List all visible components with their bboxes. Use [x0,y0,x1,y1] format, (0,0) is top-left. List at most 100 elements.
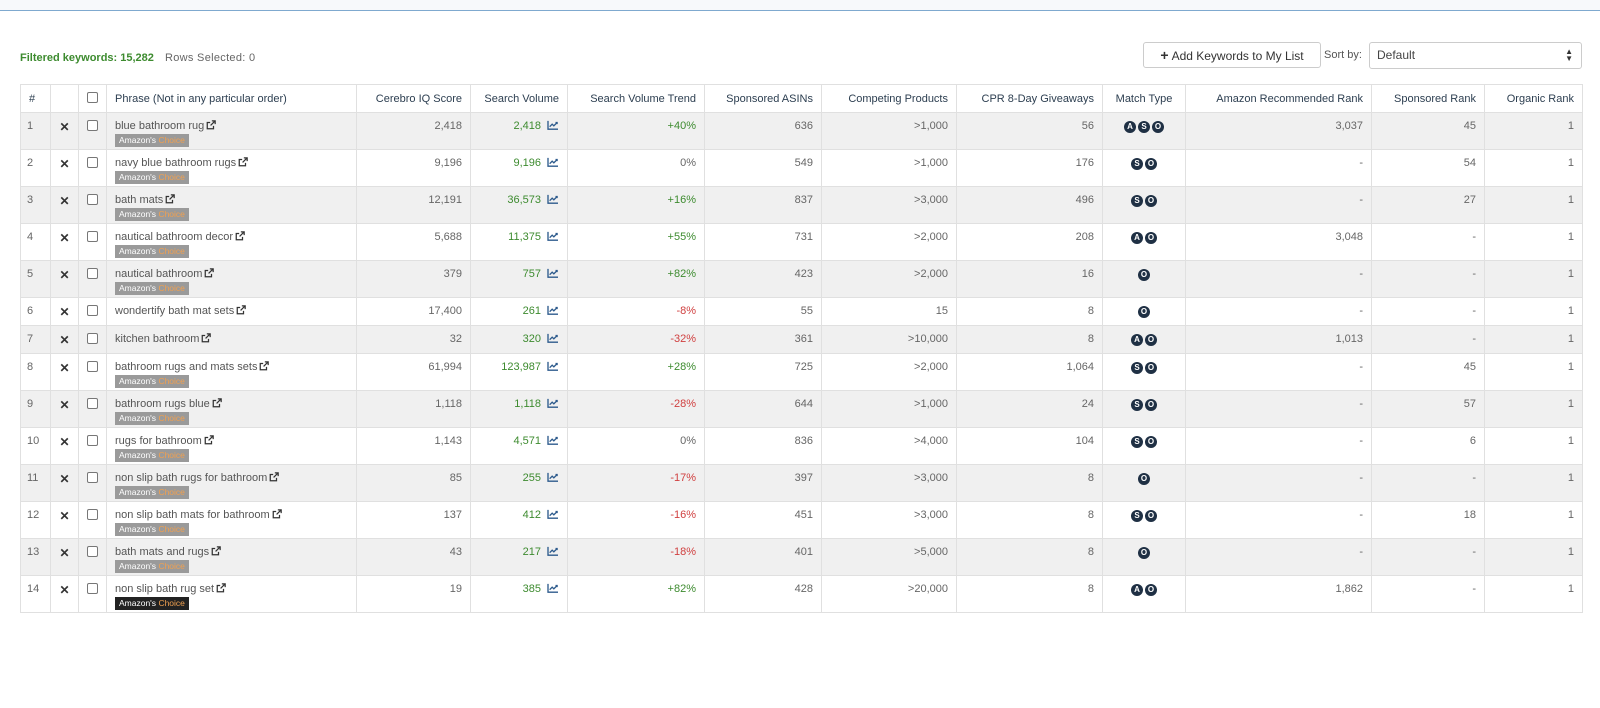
phrase-text[interactable]: bathroom rugs and mats sets [115,361,258,373]
column-header-organic-rank[interactable]: Organic Rank [1484,84,1583,113]
organic-rank: 1 [1484,353,1583,391]
external-link-icon[interactable] [165,194,176,204]
external-link-icon[interactable] [259,361,270,371]
remove-row-icon[interactable]: ✕ [50,427,79,465]
search-volume-value: 4,571 [513,435,541,447]
row-checkbox[interactable] [87,268,98,279]
external-link-icon[interactable] [238,157,248,167]
trend-chart-icon[interactable] [547,231,559,241]
trend-chart-icon[interactable] [547,361,559,371]
remove-row-icon[interactable]: ✕ [50,501,79,539]
row-checkbox[interactable] [87,120,98,131]
row-checkbox[interactable] [87,305,98,316]
trend-chart-icon[interactable] [547,333,559,343]
column-header-select-all[interactable] [78,84,107,113]
table-row: 6 ✕ wondertify bath mat sets 17,400 261 -8% 55… [20,297,1583,326]
external-link-icon[interactable] [269,472,280,482]
remove-row-icon[interactable]: ✕ [50,353,79,391]
row-checkbox[interactable] [87,435,98,446]
row-checkbox[interactable] [87,194,98,205]
keywords-table: # Phrase (Not in any particular order) C… [20,84,1583,613]
row-checkbox[interactable] [87,398,98,409]
remove-row-icon[interactable]: ✕ [50,149,79,187]
row-checkbox[interactable] [87,231,98,242]
organic-rank: 1 [1484,390,1583,428]
remove-row-icon[interactable]: ✕ [50,223,79,261]
row-checkbox[interactable] [87,157,98,168]
phrase-text[interactable]: navy blue bathroom rugs [115,157,237,169]
column-header-sponsored-rank[interactable]: Sponsored Rank [1371,84,1485,113]
external-link-icon[interactable] [216,583,226,593]
remove-row-icon[interactable]: ✕ [50,260,79,298]
external-link-icon[interactable] [206,120,217,130]
row-checkbox[interactable] [87,361,98,372]
phrase-text[interactable]: non slip bath mats for bathroom [115,509,270,521]
column-header-cpr-giveaways[interactable]: CPR 8-Day Giveaways [956,84,1103,113]
remove-row-icon[interactable]: ✕ [50,464,79,502]
phrase-text[interactable]: bath mats [115,194,164,206]
amazon-recommended-rank: 3,037 [1185,112,1372,150]
trend-chart-icon[interactable] [547,435,559,445]
phrase-text[interactable]: non slip bath rug set [115,583,215,595]
column-header-match-type[interactable]: Match Type [1102,84,1186,113]
select-all-checkbox[interactable] [87,91,98,103]
remove-row-icon[interactable]: ✕ [50,390,79,428]
row-checkbox[interactable] [87,583,98,594]
remove-row-icon[interactable]: ✕ [50,297,79,326]
remove-row-icon[interactable]: ✕ [50,186,79,224]
trend-chart-icon[interactable] [547,305,559,315]
badge-prefix: Amazon's [119,135,157,145]
add-keywords-button[interactable]: + Add Keywords to My List [1143,42,1321,68]
phrase-text[interactable]: kitchen bathroom [115,333,200,345]
trend-chart-icon[interactable] [547,472,559,482]
trend-chart-icon[interactable] [547,157,559,167]
trend-chart-icon[interactable] [547,583,559,593]
remove-row-icon[interactable]: ✕ [50,325,79,354]
search-volume-trend: -18% [567,538,705,576]
trend-chart-icon[interactable] [547,509,559,519]
remove-row-icon[interactable]: ✕ [50,538,79,576]
match-type-o-icon: O [1145,334,1157,346]
column-header-competing-products[interactable]: Competing Products [821,84,957,113]
row-checkbox[interactable] [87,333,98,344]
amazon-recommended-rank: - [1185,186,1372,224]
row-checkbox[interactable] [87,472,98,483]
external-link-icon[interactable] [201,333,212,343]
phrase-text[interactable]: nautical bathroom decor [115,231,234,243]
column-header-search-volume-trend[interactable]: Search Volume Trend [567,84,705,113]
sort-by-select[interactable]: Default ▲ ▼ [1369,42,1582,69]
remove-row-icon[interactable]: ✕ [50,112,79,150]
trend-chart-icon[interactable] [547,398,559,408]
row-checkbox[interactable] [87,546,98,557]
phrase-text[interactable]: nautical bathroom [115,268,203,280]
external-link-icon[interactable] [236,305,247,315]
column-header-sponsored-asins[interactable]: Sponsored ASINs [704,84,822,113]
external-link-icon[interactable] [235,231,245,241]
phrase-cell: bath mats Amazon's Choice [106,186,357,224]
table-header-row: # Phrase (Not in any particular order) C… [20,84,1583,113]
trend-chart-icon[interactable] [547,546,559,556]
phrase-text[interactable]: rugs for bathroom [115,435,202,447]
phrase-text[interactable]: bathroom rugs blue [115,398,210,410]
row-checkbox[interactable] [87,509,98,520]
phrase-text[interactable]: bath mats and rugs [115,546,210,558]
row-select-cell [78,390,107,428]
external-link-icon[interactable] [204,268,215,278]
trend-chart-icon[interactable] [547,268,559,278]
toolbar: Filtered keywords: 15,282 Rows Selected:… [20,40,1582,72]
column-header-phrase[interactable]: Phrase (Not in any particular order) [106,84,357,113]
phrase-text[interactable]: blue bathroom rug [115,120,205,132]
phrase-text[interactable]: wondertify bath mat sets [115,305,235,317]
column-header-index[interactable]: # [20,84,51,113]
trend-chart-icon[interactable] [547,194,559,204]
column-header-search-volume[interactable]: Search Volume [470,84,568,113]
column-header-cerebro-iq[interactable]: Cerebro IQ Score [356,84,471,113]
remove-row-icon[interactable]: ✕ [50,575,79,613]
external-link-icon[interactable] [211,546,221,556]
external-link-icon[interactable] [204,435,214,445]
external-link-icon[interactable] [272,509,282,519]
trend-chart-icon[interactable] [547,120,559,130]
column-header-amazon-recommended-rank[interactable]: Amazon Recommended Rank [1185,84,1372,113]
external-link-icon[interactable] [212,398,222,408]
phrase-text[interactable]: non slip bath rugs for bathroom [115,472,268,484]
